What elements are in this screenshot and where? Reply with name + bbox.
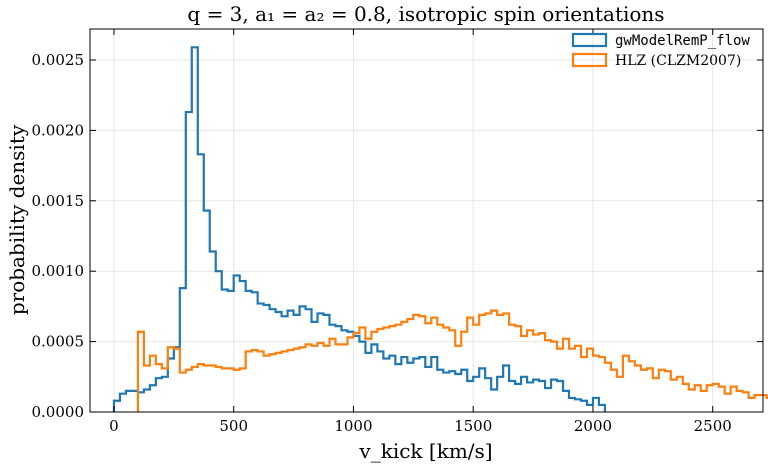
y-tick-label: 0.0020 xyxy=(32,121,85,139)
y-tick-label: 0.0000 xyxy=(32,403,85,421)
legend-swatch xyxy=(571,32,608,48)
x-axis-label: v_kick [km/s] xyxy=(358,439,492,463)
plot-frame xyxy=(89,28,764,413)
legend: gwModelRemP_flow HLZ (CLZM2007) xyxy=(571,32,750,69)
x-tick-label: 1500 xyxy=(454,417,492,435)
legend-label: gwModelRemP_flow xyxy=(615,33,750,49)
x-tick-label: 0 xyxy=(109,417,119,435)
tick-layer: 0 500 1000 1500 2000 2500 0.0000 0.0005 0.0010 0.… xyxy=(32,29,763,435)
y-tick-label: 0.0025 xyxy=(32,51,85,69)
x-tick-label: 2000 xyxy=(574,417,612,435)
legend-swatch xyxy=(571,52,608,68)
y-tick-label: 0.0015 xyxy=(32,192,85,210)
x-tick-label: 1000 xyxy=(334,417,372,435)
y-axis-label: probability density xyxy=(5,124,29,315)
y-tick-label: 0.0005 xyxy=(32,333,85,351)
x-tick-label: 500 xyxy=(219,417,248,435)
chart-title: q = 3, a₁ = a₂ = 0.8, isotropic spin ori… xyxy=(187,2,664,26)
series-layer xyxy=(112,46,768,412)
histogram-series-gwmodelremp-flow xyxy=(112,46,607,412)
y-tick-label: 0.0010 xyxy=(32,262,85,280)
x-tick-label: 2500 xyxy=(694,417,732,435)
legend-label: HLZ (CLZM2007) xyxy=(615,53,741,69)
histogram-series-hlz-clzm2007- xyxy=(136,309,768,412)
